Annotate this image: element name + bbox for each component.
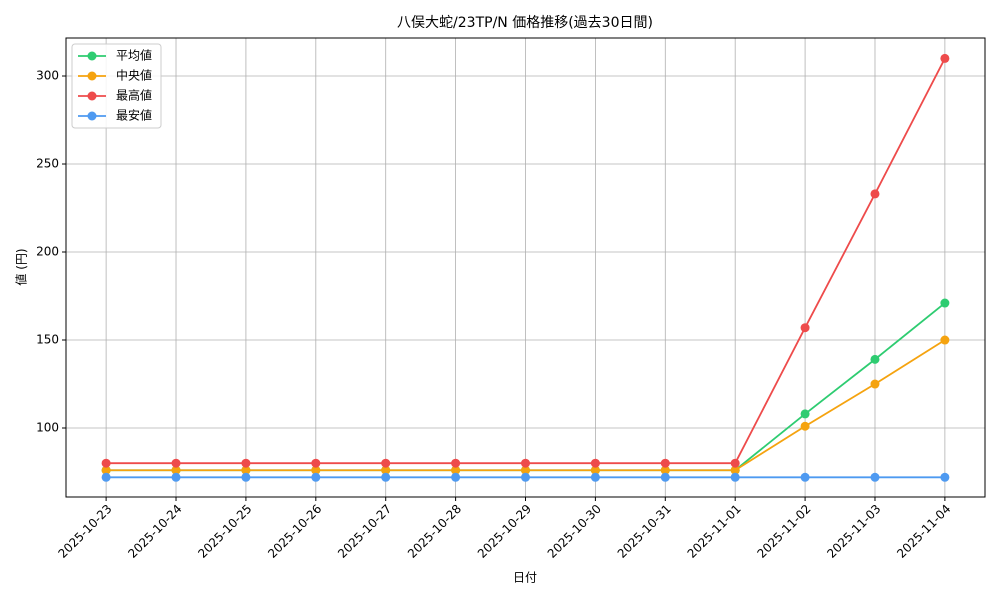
x-tick-label: 2025-10-26 [265,502,324,561]
x-tick-label: 2025-11-02 [754,502,813,561]
data-point [171,472,181,482]
data-point [311,465,321,475]
data-point [381,465,391,475]
data-point [800,409,810,419]
data-point [241,458,251,468]
plot-frame [65,37,986,498]
data-point [101,472,111,482]
data-point [311,472,321,482]
data-point [660,458,670,468]
data-point [101,465,111,475]
legend-label: 中央値 [116,68,152,83]
data-point [451,465,461,475]
data-point [800,421,810,431]
chart-title: 八俣大蛇/23TP/N 価格推移(過去30日間) [397,15,653,31]
legend-box [71,43,162,129]
data-point [521,458,530,468]
x-tick-label: 2025-10-30 [545,502,604,561]
data-point [730,472,740,482]
data-point [171,465,181,475]
y-axis-label: 値 (円) [14,248,29,285]
y-tick-label: 100 [36,421,59,435]
y-tick-label: 150 [36,333,59,347]
x-tick-label: 2025-11-01 [685,502,744,561]
x-tick-label: 2025-10-24 [125,502,184,561]
data-point [451,472,461,482]
data-point [940,53,950,63]
x-tick-label: 2025-10-31 [615,502,674,561]
data-point [870,379,880,389]
x-tick-label: 2025-10-28 [405,502,464,561]
x-axis-label: 日付 [513,571,537,585]
data-point [660,472,670,482]
data-point [381,458,391,468]
y-tick-label: 200 [36,245,59,259]
legend-label: 平均値 [116,48,152,63]
x-tick-label: 2025-10-29 [475,502,534,561]
x-tick-label: 2025-10-27 [335,502,394,561]
data-point [521,465,530,475]
x-tick-label: 2025-10-23 [55,502,114,561]
data-point [521,472,530,482]
x-tick-label: 2025-11-04 [894,502,953,561]
data-point [870,472,880,482]
legend-marker [87,71,97,81]
data-point [241,465,251,475]
data-point [940,472,950,482]
data-point [171,458,181,468]
data-point [870,354,880,364]
legend-label: 最高値 [116,88,152,103]
data-point [381,472,391,482]
y-tick-label: 300 [36,69,59,83]
data-point [241,472,251,482]
data-point [660,465,670,475]
x-tick-label: 2025-10-25 [195,502,254,561]
data-point [940,335,950,345]
data-point [101,458,111,468]
data-point [730,458,740,468]
legend-marker [87,111,97,121]
data-point [590,472,600,482]
legend-marker [87,91,97,101]
data-point [451,458,461,468]
data-point [730,465,740,475]
data-point [590,458,600,468]
x-tick-label: 2025-11-03 [824,502,883,561]
legend-marker [87,51,97,61]
data-point [800,472,810,482]
data-point [800,323,810,333]
y-tick-label: 250 [36,157,59,171]
data-point [870,189,880,199]
data-point [590,465,600,475]
data-point [311,458,321,468]
legend-label: 最安値 [116,108,152,123]
data-point [940,298,950,308]
